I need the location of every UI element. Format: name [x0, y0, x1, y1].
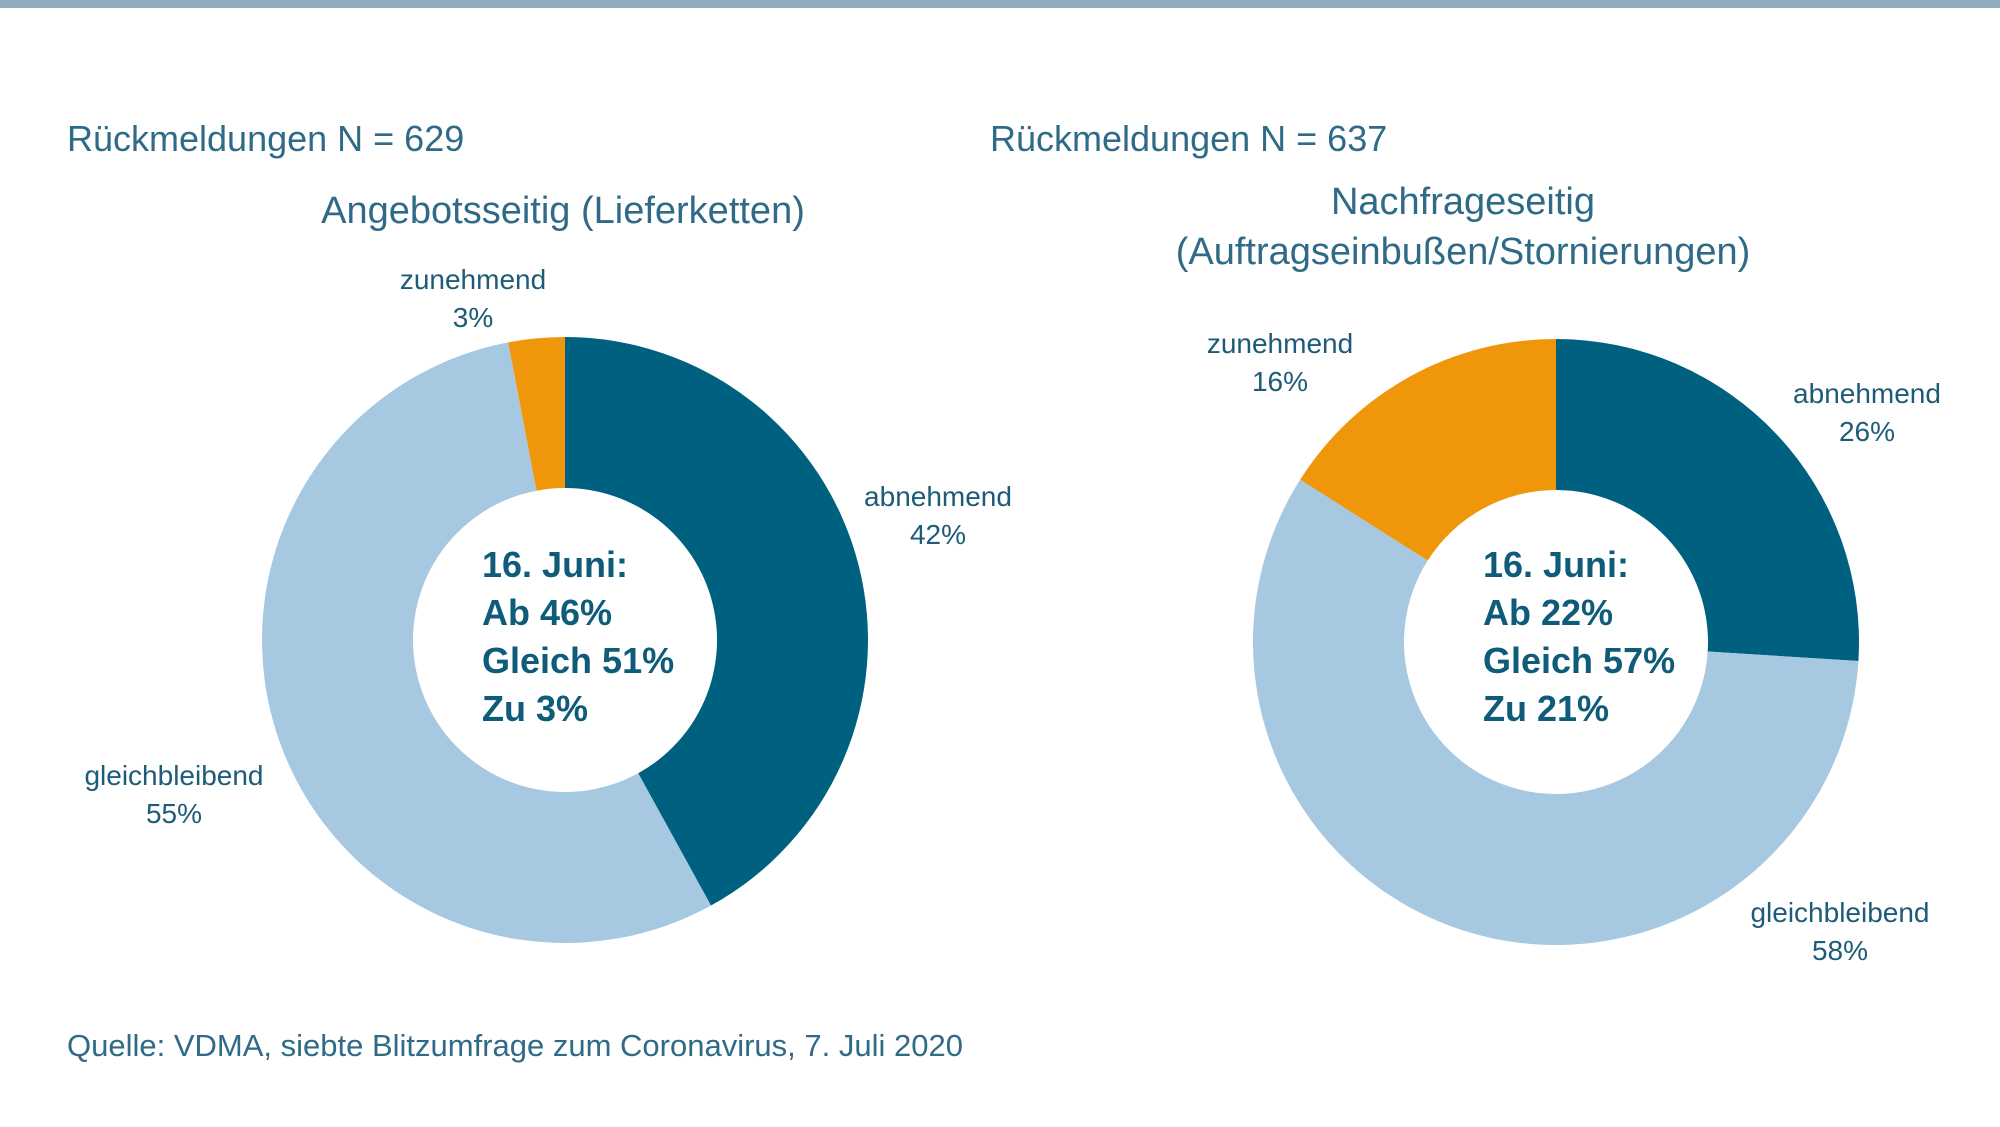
slice-name: gleichbleibend — [84, 760, 263, 791]
center-summary-line: Gleich 57% — [1483, 640, 1675, 681]
donut-chart-supply: abnehmend 42% gleichbleibend 55% zunehmend 3%… — [84, 264, 1012, 944]
slice-gleichbleibend — [1252, 479, 1859, 945]
slice-abnehmend — [565, 337, 869, 906]
center-summary-line: Gleich 51% — [482, 640, 674, 681]
slice-name: abnehmend — [864, 481, 1012, 512]
response-count: Rückmeldungen N = 637 — [990, 118, 1388, 159]
center-summary-line: Zu 21% — [1483, 688, 1609, 729]
slice-label-gleichbleibend: gleichbleibend 55% — [84, 760, 263, 829]
chart-title-line: Angebotsseitig (Lieferketten) — [321, 190, 805, 232]
slice-name: zunehmend — [1207, 328, 1353, 359]
slice-name: gleichbleibend — [1750, 897, 1929, 928]
slice-zunehmend — [508, 337, 565, 491]
slice-label-gleichbleibend: gleichbleibend 58% — [1750, 897, 1929, 966]
center-summary-line: 16. Juni: — [1483, 544, 1629, 585]
slice-label-abnehmend: abnehmend 26% — [1793, 378, 1941, 447]
slice-label-zunehmend: zunehmend 16% — [1207, 328, 1353, 397]
slice-value: 55% — [146, 798, 202, 829]
chart-title-line: Nachfrageseitig — [1330, 181, 1596, 223]
slice-value: 58% — [1812, 935, 1868, 966]
center-summary-line: Zu 3% — [482, 688, 588, 729]
slice-value: 26% — [1839, 416, 1895, 447]
slice-abnehmend — [1556, 339, 1859, 662]
center-summary-line: Ab 22% — [1483, 592, 1613, 633]
slice-value: 42% — [910, 519, 966, 550]
slice-value: 16% — [1252, 366, 1308, 397]
slice-name: zunehmend — [400, 264, 546, 295]
slice-zunehmend — [1300, 339, 1556, 561]
chart-title: Angebotsseitig (Lieferketten) — [321, 186, 805, 236]
chart-panel-supply: Rückmeldungen N = 629 Angebotsseitig (Li… — [67, 118, 1012, 944]
slice-name: abnehmend — [1793, 378, 1941, 409]
center-summary-line: 16. Juni: — [482, 544, 628, 585]
donut-chart-demand: abnehmend 26% gleichbleibend 58% zunehmend 16… — [1207, 328, 1941, 966]
slice-value: 3% — [453, 302, 493, 333]
header-strip — [0, 0, 2000, 8]
source-note: Quelle: VDMA, siebte Blitzumfrage zum Co… — [67, 1028, 963, 1063]
slice-gleichbleibend — [262, 342, 711, 944]
chart-panel-demand: Rückmeldungen N = 637 Nachfrageseitig (A… — [990, 0, 1990, 1127]
chart-title: Nachfrageseitig (Auftragseinbußen/Storni… — [1176, 177, 1751, 277]
center-summary: 16. Juni: Ab 46% Gleich 51% Zu 3% — [482, 544, 674, 729]
slice-label-zunehmend: zunehmend 3% — [400, 264, 546, 333]
response-count: Rückmeldungen N = 629 — [67, 118, 465, 159]
slice-label-abnehmend: abnehmend 42% — [864, 481, 1012, 550]
center-summary: 16. Juni: Ab 22% Gleich 57% Zu 21% — [1483, 544, 1675, 729]
chart-title-line: (Auftragseinbußen/Stornierungen) — [1175, 231, 1751, 273]
center-summary-line: Ab 46% — [482, 592, 612, 633]
